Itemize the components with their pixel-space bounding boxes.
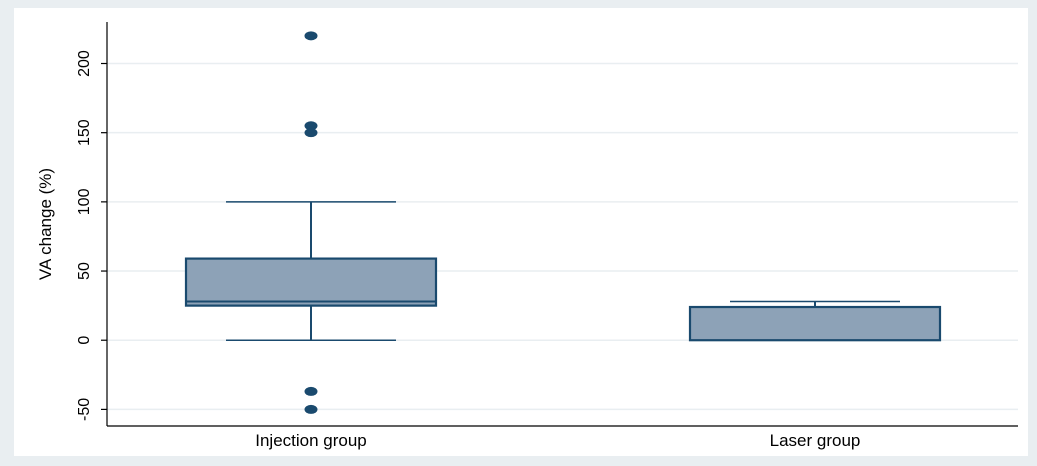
outlier-point xyxy=(304,31,318,41)
outlier-point xyxy=(304,386,318,396)
box-group xyxy=(688,300,942,342)
y-tick-label: 150 xyxy=(76,119,93,146)
y-tick-layer: -50 0 50 100 150 200 xyxy=(76,50,107,421)
x-category-label: Injection group xyxy=(255,431,367,450)
y-tick-label: -50 xyxy=(76,398,93,421)
outlier-point xyxy=(304,121,318,131)
outlier-point xyxy=(304,404,318,414)
x-category-label: Laser group xyxy=(770,431,861,450)
grid-layer xyxy=(107,62,1018,411)
y-tick-label: 200 xyxy=(76,50,93,77)
y-axis-title: VA change (%) xyxy=(36,168,55,280)
box-group xyxy=(184,31,438,414)
y-tick-label: 100 xyxy=(76,188,93,215)
iqr-box xyxy=(184,257,438,307)
outlier-point xyxy=(304,128,318,138)
plot-panel xyxy=(14,8,1028,456)
box-layer xyxy=(184,31,942,414)
y-tick-label: 0 xyxy=(76,336,93,345)
iqr-box xyxy=(688,305,942,342)
x-category-layer: Injection group Laser group xyxy=(255,431,860,450)
y-tick-label: 50 xyxy=(76,262,93,280)
